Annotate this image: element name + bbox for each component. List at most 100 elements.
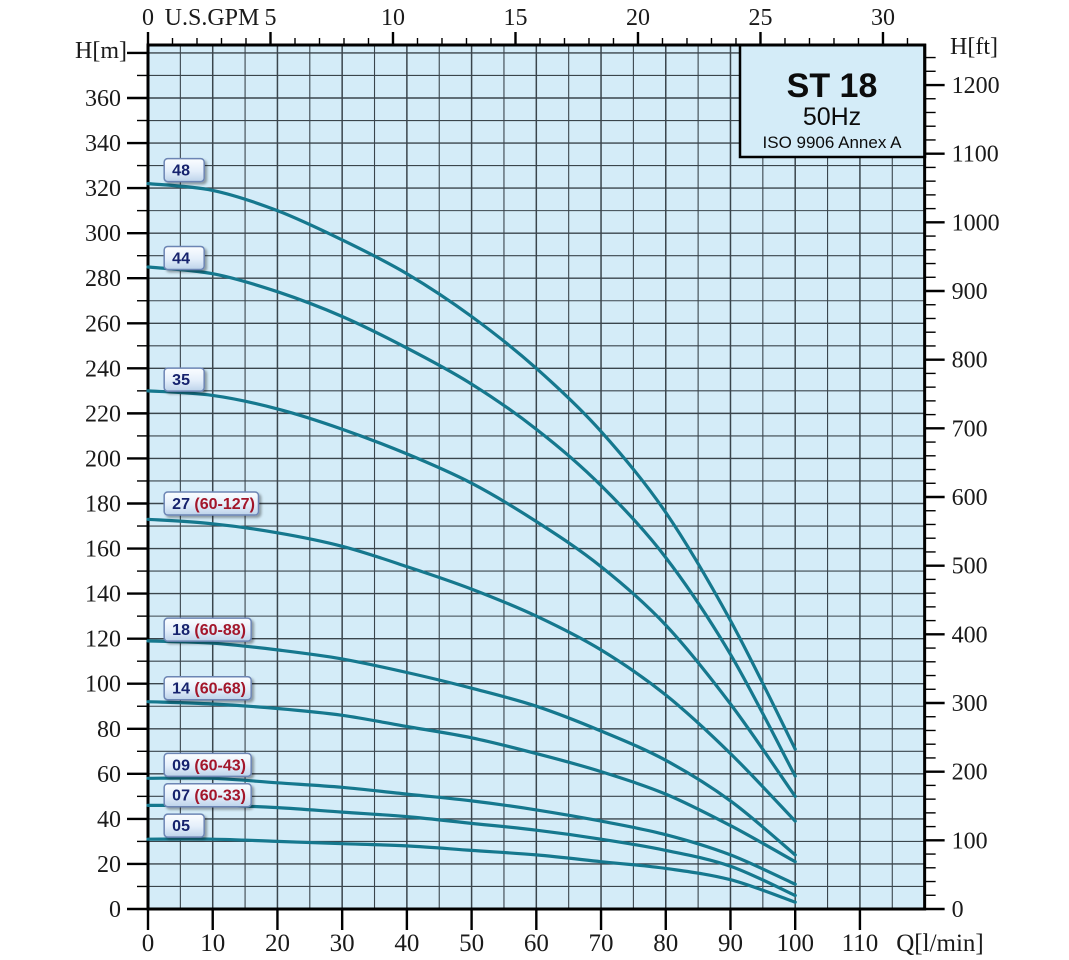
tick-label: 100 — [85, 672, 121, 698]
tick-label: 10 — [381, 5, 405, 31]
top-axis-unit-label: U.S.GPM — [165, 5, 260, 31]
tick-label: 200 — [85, 446, 121, 472]
tick-label: 30 — [871, 5, 895, 31]
title-model: ST 18 — [787, 67, 878, 105]
pump-curve-18 — [146, 639, 797, 857]
title-frequency: 50Hz — [803, 103, 861, 131]
tick-label: 15 — [503, 5, 527, 31]
tick-label: 180 — [85, 491, 121, 517]
tick-label: 600 — [952, 485, 988, 511]
tick-label: 0 — [109, 897, 121, 923]
curve-label-text: 09 (60-43) — [172, 757, 246, 774]
tick-label: 320 — [85, 176, 121, 202]
tick-label: 20 — [626, 5, 650, 31]
tick-label: 900 — [952, 279, 988, 305]
tick-label: 300 — [85, 221, 121, 247]
curve-label-18: 18 (60-88) — [163, 617, 252, 642]
tick-label: 220 — [85, 401, 121, 427]
tick-label: 200 — [952, 760, 988, 786]
curve-label-05: 05 — [163, 813, 205, 838]
tick-label: 20 — [97, 852, 121, 878]
tick-label: 160 — [85, 537, 121, 563]
tick-label: 60 — [524, 930, 549, 957]
curve-label-box — [163, 617, 252, 642]
curve-label-box — [163, 782, 252, 808]
tick-label: 120 — [85, 627, 121, 653]
curve-label-box — [163, 157, 205, 183]
pump-curve-07 — [146, 803, 797, 898]
tick-label: 80 — [653, 930, 678, 957]
curve-label-09: 09 (60-43) — [163, 752, 252, 778]
curve-label-box — [163, 491, 260, 516]
right-axis-unit-label: H[ft] — [950, 34, 998, 60]
tick-label: 0 — [142, 5, 154, 31]
curve-label-text: 35 — [172, 372, 190, 389]
tick-label: 50 — [459, 930, 484, 957]
tick-label: 80 — [97, 717, 121, 743]
pump-curve-27 — [146, 517, 797, 823]
title-block: ST 18 50Hz ISO 9906 Annex A — [738, 43, 927, 159]
curve-labels-layer: 48 44 35 27 (60-127) 18 (60-88) 14 (60-68) 09 … — [163, 157, 260, 838]
tick-label: 5 — [264, 5, 276, 31]
tick-label: 1200 — [952, 73, 1000, 99]
pump-curve-35 — [146, 389, 797, 798]
curve-label-07: 07 (60-33) — [163, 782, 252, 808]
curve-label-text: 44 — [172, 250, 190, 267]
tick-label: 100 — [952, 828, 988, 854]
tick-label: 90 — [718, 930, 743, 957]
tick-label: 40 — [97, 807, 121, 833]
pump-curve-44 — [146, 265, 797, 778]
tick-label: 260 — [85, 311, 121, 337]
tick-label: 360 — [85, 86, 121, 112]
tick-label: 60 — [97, 762, 121, 788]
curve-label-box — [163, 367, 205, 392]
curve-label-48: 48 — [163, 157, 205, 183]
curve-label-35: 35 — [163, 367, 205, 392]
tick-label: 400 — [952, 622, 988, 648]
tick-label: 1100 — [952, 142, 999, 168]
tick-label: 110 — [842, 930, 879, 957]
tick-label: 0 — [142, 930, 155, 957]
curve-label-44: 44 — [163, 245, 205, 271]
tick-label: 140 — [85, 582, 121, 608]
curve-label-box — [163, 752, 252, 778]
curve-label-box — [163, 813, 205, 838]
tick-label: 100 — [776, 930, 814, 957]
axis-ticks-layer: 0204060801001201401601802002202402602803… — [85, 5, 1000, 957]
title-box — [738, 43, 927, 159]
tick-label: 10 — [200, 930, 225, 957]
title-standard: ISO 9906 Annex A — [763, 133, 903, 152]
pump-curve-14 — [146, 700, 797, 864]
tick-label: 800 — [952, 348, 988, 374]
pump-curve-48 — [146, 182, 797, 751]
curve-label-text: 14 (60-68) — [172, 681, 246, 698]
curve-label-box — [163, 675, 252, 701]
curve-label-text: 05 — [172, 818, 190, 835]
bottom-axis-unit-label: Q[l/min] — [896, 930, 984, 957]
curve-label-box — [163, 245, 205, 271]
grid-layer — [148, 45, 925, 909]
tick-label: 0 — [952, 897, 964, 923]
curve-label-14: 14 (60-68) — [163, 675, 252, 701]
left-axis-unit-label: H[m] — [75, 38, 127, 64]
tick-label: 500 — [952, 554, 988, 580]
curves-layer — [146, 182, 797, 904]
curve-label-text: 27 (60-127) — [172, 496, 255, 513]
tick-label: 30 — [330, 930, 355, 957]
tick-label: 20 — [265, 930, 290, 957]
tick-label: 40 — [394, 930, 419, 957]
tick-label: 280 — [85, 266, 121, 292]
tick-label: 25 — [748, 5, 772, 31]
curve-label-text: 18 (60-88) — [172, 622, 246, 639]
curve-label-text: 07 (60-33) — [172, 788, 246, 805]
curve-label-text: 48 — [172, 163, 190, 180]
tick-label: 1000 — [952, 210, 1000, 236]
curve-label-27: 27 (60-127) — [163, 491, 260, 516]
pump-curve-09 — [146, 776, 797, 886]
pump-curve-05 — [146, 837, 797, 904]
tick-label: 340 — [85, 131, 121, 157]
tick-label: 300 — [952, 691, 988, 717]
tick-label: 70 — [589, 930, 614, 957]
